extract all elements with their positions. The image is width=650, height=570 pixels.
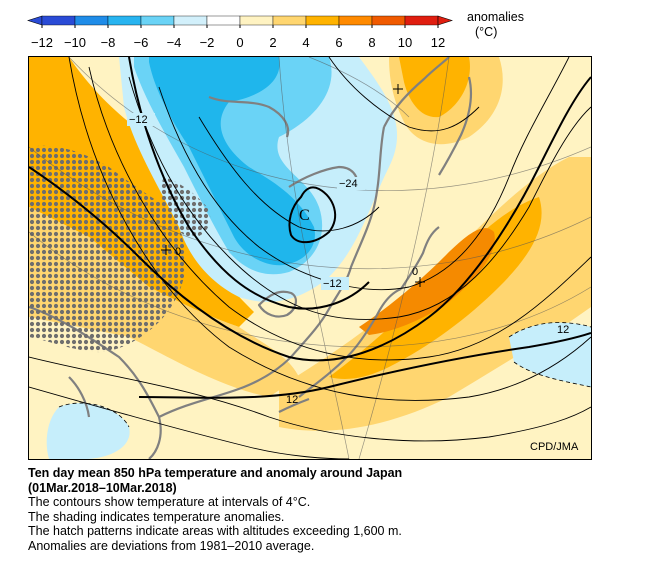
label-bg-minus12-a (127, 113, 155, 126)
colorbar-tick-label: 2 (269, 35, 276, 50)
colorbar-cell (74, 15, 109, 26)
contour-label-minus12-b: −12 (323, 278, 342, 290)
contour-label-zero-a: 0 (175, 246, 181, 258)
anomaly-negative-southwest (46, 403, 130, 459)
colorbar-cell (272, 15, 307, 26)
contour-label-zero-b: 0 (412, 266, 418, 278)
label-bg-minus12-b (321, 277, 349, 290)
colorbar-tick-label: −8 (101, 35, 116, 50)
cross-markers (161, 84, 425, 287)
colorbar-cell (41, 15, 76, 26)
legend-unit: (°C) (475, 25, 498, 39)
colorbar-cell (206, 15, 241, 26)
caption-title-line1: Ten day mean 850 hPa temperature and ano… (28, 466, 403, 480)
contour-label-minus12-a: −12 (129, 114, 148, 126)
colorbar-tick-label: 6 (335, 35, 342, 50)
coastlines (29, 57, 473, 459)
colorbar-cell (404, 15, 439, 26)
colorbar-cells (27, 15, 453, 26)
colorbar-arrow-left (27, 15, 43, 26)
colorbar-tick-label: 4 (302, 35, 309, 50)
contour-label-12-b: 12 (286, 394, 298, 406)
anomaly-negative-strong (149, 57, 315, 266)
colorbar-ticks: −12 −10 −8 −6 −4 −2 0 2 4 6 8 10 12 (31, 25, 445, 50)
colorbar-cell (107, 15, 142, 26)
colorbar-cell (173, 15, 208, 26)
colorbar-tick-label: −12 (31, 35, 53, 50)
temperature-contours-thin (29, 57, 591, 459)
anomaly-colorbar: −12 −10 −8 −6 −4 −2 0 2 4 6 8 10 12 (27, 15, 453, 50)
credit-label: CPD/JMA (530, 441, 579, 453)
colorbar-tick-label: 12 (431, 35, 445, 50)
anomaly-map: −12 −24 −12 0 0 12 12 C CPD/JMA (28, 56, 592, 460)
map-caption: Ten day mean 850 hPa temperature and ano… (28, 466, 628, 554)
colorbar-tick-label: 8 (368, 35, 375, 50)
colorbar-cell (239, 15, 274, 26)
cold-center-marker: C (299, 207, 310, 224)
contour-label-minus24: −24 (339, 178, 358, 190)
colorbar-tick-label: −2 (200, 35, 215, 50)
highland-hatch-small (160, 177, 211, 238)
zero-anomaly-dashes (58, 322, 591, 428)
colorbar-tick-label: −4 (167, 35, 182, 50)
colorbar-cell (140, 15, 175, 26)
colorbar-cell (371, 15, 406, 26)
highland-hatch-large (29, 145, 186, 353)
colorbar-tick-label: −6 (134, 35, 149, 50)
colorbar-arrow-right (437, 15, 453, 26)
graticule (29, 57, 591, 459)
caption-line2: The shading indicates temperature anomal… (28, 509, 285, 524)
temperature-contours-thick (29, 57, 591, 399)
colorbar-tick-label: 10 (398, 35, 412, 50)
colorbar-tick-label: 0 (236, 35, 243, 50)
caption-line4: Anomalies are deviations from 1981–2010 … (28, 538, 315, 553)
caption-line3: The hatch patterns indicate areas with a… (28, 524, 402, 539)
label-bg-minus24 (337, 177, 365, 190)
caption-title-line2: (01Mar.2018–10Mar.2018) (28, 480, 177, 495)
contour-label-12-a: 12 (557, 324, 569, 336)
anomaly-positive-northeast-strong (399, 57, 470, 118)
caption-line1: The contours show temperature at interva… (28, 495, 311, 510)
colorbar-cell (305, 15, 340, 26)
colorbar-tick-label: −10 (64, 35, 86, 50)
legend-title: anomalies (467, 10, 524, 24)
colorbar-cell (338, 15, 373, 26)
